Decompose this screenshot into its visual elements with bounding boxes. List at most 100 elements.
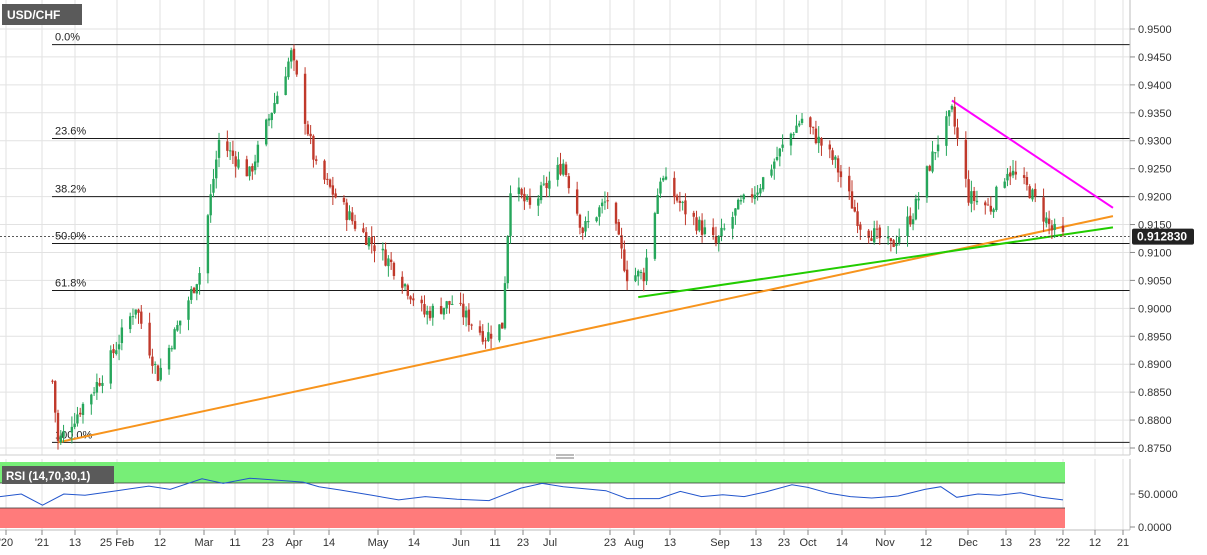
bullish-candle[interactable] [509, 193, 512, 236]
bearish-candle[interactable] [362, 228, 365, 233]
bearish-candle[interactable] [314, 159, 318, 161]
bullish-candle[interactable] [659, 181, 662, 194]
bearish-candle[interactable] [481, 331, 484, 342]
bearish-candle[interactable] [500, 322, 504, 329]
bullish-candle[interactable] [117, 344, 121, 350]
bearish-candle[interactable] [711, 227, 715, 236]
bearish-candle[interactable] [192, 287, 196, 293]
bullish-candle[interactable] [947, 110, 951, 117]
bullish-candle[interactable] [167, 347, 171, 370]
bearish-candle[interactable] [750, 194, 754, 198]
bullish-candle[interactable] [517, 187, 521, 194]
bullish-candle[interactable] [1045, 217, 1048, 224]
bullish-candle[interactable] [800, 118, 804, 123]
bullish-candle[interactable] [267, 118, 271, 121]
bullish-candle[interactable] [645, 257, 648, 282]
bullish-candle[interactable] [270, 113, 273, 121]
bearish-candle[interactable] [820, 138, 823, 146]
bullish-candle[interactable] [381, 248, 385, 251]
bullish-candle[interactable] [217, 139, 221, 158]
bullish-candle[interactable] [273, 102, 276, 113]
bearish-candle[interactable] [700, 220, 704, 235]
bearish-candle[interactable] [1061, 225, 1065, 232]
bearish-candle[interactable] [836, 158, 840, 173]
bearish-candle[interactable] [578, 214, 582, 228]
bullish-candle[interactable] [703, 227, 707, 235]
bearish-candle[interactable] [567, 176, 571, 189]
bullish-candle[interactable] [498, 324, 501, 341]
bearish-candle[interactable] [856, 211, 859, 226]
bearish-candle[interactable] [989, 205, 993, 212]
bearish-candle[interactable] [811, 126, 815, 128]
bullish-candle[interactable] [717, 236, 720, 243]
bullish-candle[interactable] [190, 289, 193, 300]
bearish-candle[interactable] [245, 159, 248, 177]
bullish-candle[interactable] [209, 194, 212, 216]
bearish-candle[interactable] [953, 106, 956, 127]
bullish-candle[interactable] [134, 309, 137, 315]
bearish-candle[interactable] [520, 189, 523, 195]
bearish-candle[interactable] [79, 412, 82, 415]
bearish-candle[interactable] [528, 197, 532, 205]
bearish-candle[interactable] [928, 165, 931, 171]
splitter-handle[interactable] [555, 453, 575, 459]
bearish-candle[interactable] [1050, 225, 1054, 231]
bearish-candle[interactable] [1022, 175, 1026, 178]
bearish-candle[interactable] [614, 202, 618, 224]
bullish-candle[interactable] [187, 300, 190, 320]
bullish-candle[interactable] [403, 284, 407, 287]
bullish-candle[interactable] [789, 133, 793, 146]
bearish-candle[interactable] [323, 160, 326, 180]
bullish-candle[interactable] [1011, 170, 1015, 176]
bearish-candle[interactable] [1014, 171, 1018, 175]
bullish-candle[interactable] [736, 199, 740, 210]
bearish-candle[interactable] [892, 240, 895, 247]
bearish-candle[interactable] [831, 150, 834, 161]
bearish-candle[interactable] [1042, 197, 1045, 222]
bearish-candle[interactable] [312, 135, 315, 160]
time-axis[interactable]: '20 '21 13 25 Feb 12 Mar 11 23 Apr 14 May 14 Jun 11 23… [0, 529, 1130, 549]
bullish-candle[interactable] [170, 348, 174, 350]
bearish-candle[interactable] [986, 204, 990, 206]
bearish-candle[interactable] [334, 193, 337, 198]
bullish-candle[interactable] [76, 414, 79, 424]
bearish-candle[interactable] [328, 179, 332, 187]
bearish-candle[interactable] [412, 298, 415, 301]
bullish-candle[interactable] [556, 164, 559, 180]
bearish-candle[interactable] [1009, 172, 1012, 177]
bullish-candle[interactable] [931, 151, 934, 172]
bullish-candle[interactable] [503, 283, 507, 329]
bullish-candle[interactable] [720, 227, 723, 237]
bullish-candle[interactable] [925, 166, 929, 198]
bullish-candle[interactable] [81, 403, 85, 415]
bullish-candle[interactable] [548, 180, 551, 189]
symbol-badge[interactable]: USD/CHF [2, 4, 82, 25]
bearish-candle[interactable] [326, 178, 329, 180]
bearish-candle[interactable] [462, 303, 465, 318]
bearish-candle[interactable] [98, 382, 101, 386]
bearish-candle[interactable] [231, 150, 235, 156]
bearish-candle[interactable] [423, 304, 426, 315]
bullish-candle[interactable] [206, 215, 210, 274]
bearish-candle[interactable] [684, 200, 687, 215]
bearish-candle[interactable] [625, 269, 629, 282]
bearish-candle[interactable] [545, 182, 548, 189]
bullish-candle[interactable] [248, 166, 251, 177]
bearish-candle[interactable] [1028, 186, 1031, 199]
bullish-candle[interactable] [1053, 223, 1056, 230]
bullish-candle[interactable] [215, 159, 218, 179]
bearish-candle[interactable] [956, 127, 959, 139]
bullish-candle[interactable] [873, 228, 876, 243]
bearish-candle[interactable] [467, 309, 471, 326]
bullish-candle[interactable] [995, 186, 998, 211]
bullish-candle[interactable] [603, 201, 607, 203]
bullish-candle[interactable] [90, 394, 93, 405]
bullish-candle[interactable] [681, 201, 684, 203]
bullish-candle[interactable] [387, 258, 390, 267]
bullish-candle[interactable] [795, 125, 798, 133]
bullish-candle[interactable] [1006, 173, 1009, 181]
bullish-candle[interactable] [95, 382, 99, 393]
bullish-candle[interactable] [914, 198, 918, 220]
bullish-candle[interactable] [723, 228, 726, 230]
bearish-candle[interactable] [448, 301, 451, 305]
